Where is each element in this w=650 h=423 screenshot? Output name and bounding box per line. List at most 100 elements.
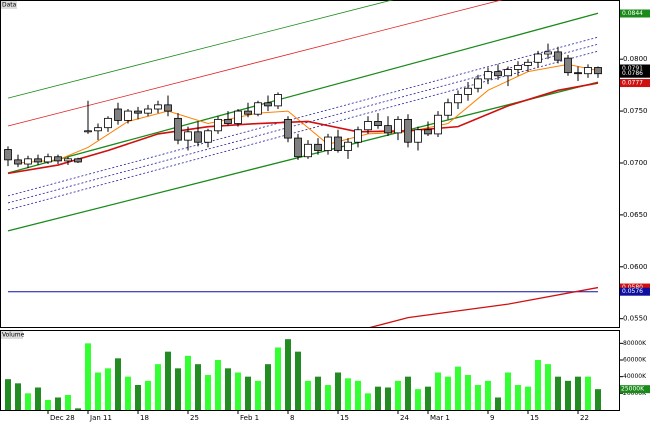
volume-bar — [5, 379, 11, 410]
candle-body — [584, 67, 592, 75]
volume-frame — [0, 330, 620, 411]
volume-bar — [195, 364, 201, 410]
volume-bar — [385, 387, 391, 410]
x-tick-label: Dec 28 — [50, 414, 75, 422]
x-tick-label: 9 — [490, 414, 494, 422]
volume-bar — [125, 376, 131, 410]
x-tick-label: 15 — [530, 414, 539, 422]
volume-bar — [575, 376, 581, 410]
candle-body — [194, 131, 202, 143]
volume-bar — [455, 366, 461, 410]
y-tick-label: 0.0700 — [623, 159, 648, 167]
title-box — [1, 331, 23, 339]
candle-body — [504, 69, 512, 77]
y-tick-label: 80000K — [623, 340, 647, 347]
price-label-box — [620, 287, 650, 296]
price-label-box — [620, 9, 650, 18]
candle-body — [204, 130, 212, 143]
indicator-line — [7, 12, 599, 174]
volume-bar — [295, 351, 301, 410]
x-tick-label: Feb 1 — [240, 414, 259, 422]
candle-body — [424, 129, 432, 135]
candle-body — [94, 127, 102, 132]
volume-bar — [55, 397, 61, 410]
candle-body — [304, 143, 312, 158]
candle-body — [284, 118, 292, 139]
volume-label-box — [620, 385, 650, 394]
volume-bar — [245, 376, 251, 410]
x-tick-label: Jan 11 — [89, 414, 112, 422]
title-box — [1, 1, 17, 9]
candle-body — [544, 51, 552, 55]
candle-body — [444, 102, 452, 116]
candle-body — [144, 108, 152, 114]
candle-body — [174, 117, 182, 141]
candle-body — [454, 94, 462, 104]
candle-body — [594, 67, 602, 75]
candle-body — [124, 110, 132, 121]
candle-body — [254, 102, 262, 115]
candle-body — [474, 78, 482, 89]
volume-bar — [505, 372, 511, 410]
volume-bar — [165, 351, 171, 410]
volume-bar — [415, 389, 421, 410]
price-label: 0.0580 — [622, 284, 643, 291]
volume-bar — [475, 385, 481, 410]
volume-bar — [75, 408, 81, 410]
price-label: 0.0791 — [622, 65, 643, 72]
candle-body — [344, 141, 352, 151]
volume-bar — [265, 364, 271, 410]
candle-body — [384, 125, 392, 134]
price-label-box — [620, 79, 650, 88]
volume-bar — [535, 360, 541, 410]
volume-bar — [445, 376, 451, 410]
volume-plot — [5, 339, 601, 410]
y-tick-label: 0.0600 — [623, 263, 648, 271]
volume-bar — [255, 380, 261, 410]
x-tick-label: 8 — [290, 414, 294, 422]
y-tick-label: 0.0750 — [623, 107, 648, 115]
volume-bar — [395, 380, 401, 410]
candle-body — [354, 129, 362, 143]
volume-bar — [35, 387, 41, 410]
candle-body — [534, 53, 542, 63]
x-tick-label: 15 — [340, 414, 349, 422]
candle-body — [164, 104, 172, 112]
volume-bar — [565, 380, 571, 410]
candle-body — [524, 61, 532, 66]
volume-bar — [235, 372, 241, 410]
volume-bar — [175, 368, 181, 410]
price-label: 0.0777 — [622, 80, 643, 87]
indicator-line — [369, 286, 599, 327]
volume-bar — [465, 375, 471, 410]
volume-bar — [145, 380, 151, 410]
axes: 0.0550 0.0600 0.0650 0.0700 0.0750 0.0800 0.08… — [47, 9, 650, 422]
volume-bar — [15, 383, 21, 410]
volume-bar — [315, 376, 321, 410]
candle-body — [244, 110, 252, 115]
y-tick-label: 0.0650 — [623, 211, 648, 219]
candle-body — [404, 118, 412, 143]
volume-bar — [325, 385, 331, 410]
volume-bar — [495, 397, 501, 410]
price-label-box — [620, 69, 650, 78]
candle-body — [134, 110, 142, 114]
candle-body — [104, 117, 112, 129]
volume-bar — [45, 400, 51, 410]
volume-bar — [215, 360, 221, 410]
price-label-box — [620, 283, 650, 292]
candle-body — [434, 114, 442, 135]
candle-body — [494, 71, 502, 77]
candle-body — [34, 158, 42, 163]
price-frame — [0, 0, 620, 328]
price-plot — [4, 0, 602, 327]
candle-body — [574, 72, 582, 75]
volume-bar — [425, 386, 431, 410]
y-tick-label: 60000K — [623, 357, 647, 364]
volume-bar — [65, 395, 71, 410]
volume-bar — [345, 378, 351, 410]
candle-body — [184, 131, 192, 141]
volume-bar — [105, 368, 111, 410]
volume-bar — [275, 347, 281, 410]
